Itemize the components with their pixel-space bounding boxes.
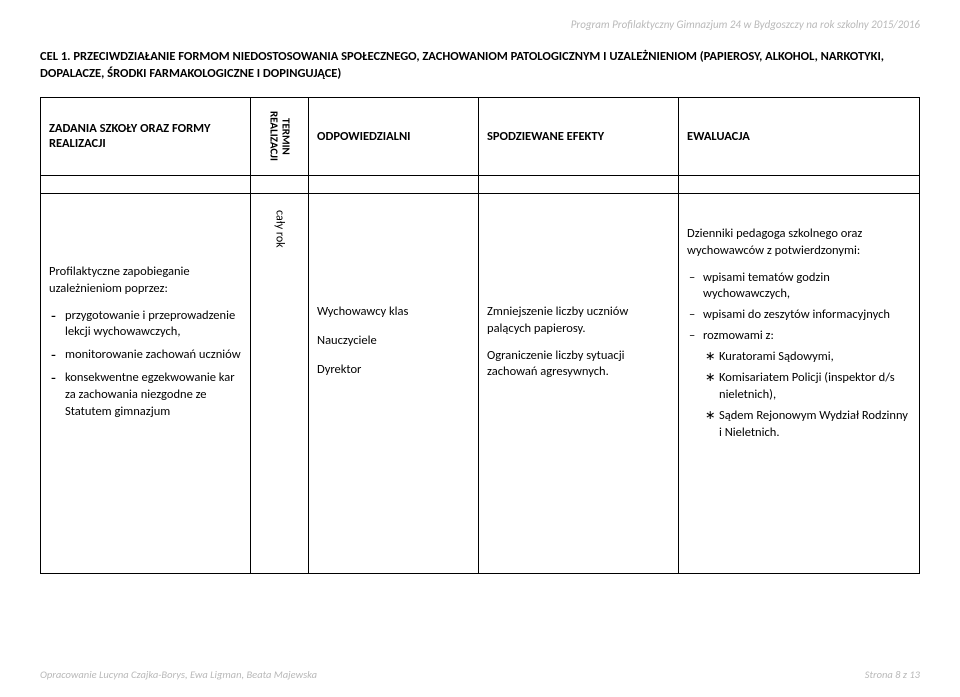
goal-heading: CEL 1. PRZECIWDZIAŁANIE FORMOM NIEDOSTOS… xyxy=(40,49,920,83)
responsible-item: Wychowawcy klas xyxy=(317,304,470,319)
responsible-item: Nauczyciele xyxy=(317,333,470,348)
list-item: rozmowami z: xyxy=(687,328,911,345)
list-item: Kuratorami Sądowymi, xyxy=(701,349,911,366)
tasks-intro: Profilaktyczne zapobieganie uzależnienio… xyxy=(49,264,242,298)
cell-responsible: Wychowawcy klas Nauczyciele Dyrektor xyxy=(309,193,479,573)
table-body-row: Profilaktyczne zapobieganie uzależnienio… xyxy=(41,193,920,573)
goal-text: PRZECIWDZIAŁANIE FORMOM NIEDOSTOSOWANIA … xyxy=(40,49,884,81)
cell-evaluation: Dzienniki pedagoga szkolnego oraz wychow… xyxy=(679,193,920,573)
responsible-item: Dyrektor xyxy=(317,362,470,377)
effect-item: Zmniejszenie liczby uczniów palących pap… xyxy=(487,304,670,338)
eval-endash-list: wpisami tematów godzin wychowawczych, wp… xyxy=(687,270,911,346)
tasks-list: przygotowanie i przeprowadzenie lekcji w… xyxy=(49,308,242,421)
list-item: wpisami do zeszytów informacyjnych xyxy=(687,307,911,324)
eval-ast-list: Kuratorami Sądowymi, Komisariatem Policj… xyxy=(687,349,911,441)
header-term: TERMIN REALIZACJI xyxy=(251,97,309,175)
main-table: ZADANIA SZKOŁY ORAZ FORMY REALIZACJI TER… xyxy=(40,97,920,574)
goal-label: CEL 1. xyxy=(40,49,71,64)
header-tasks: ZADANIA SZKOŁY ORAZ FORMY REALIZACJI xyxy=(41,97,251,175)
header-term-text: TERMIN REALIZACJI xyxy=(267,106,291,166)
list-item: przygotowanie i przeprowadzenie lekcji w… xyxy=(49,308,242,342)
effect-item: Ograniczenie liczby sytuacji zachowań ag… xyxy=(487,348,670,382)
footer-page: Strona 8 z 13 xyxy=(865,668,920,681)
eval-intro: Dzienniki pedagoga szkolnego oraz wychow… xyxy=(687,226,911,260)
list-item: monitorowanie zachowań uczniów xyxy=(49,347,242,364)
page-header: Program Profilaktyczny Gimnazjum 24 w By… xyxy=(40,18,920,31)
list-item: Sądem Rejonowym Wydział Rodzinny i Niele… xyxy=(701,408,911,442)
term-text: cały rok xyxy=(273,210,287,248)
cell-effects: Zmniejszenie liczby uczniów palących pap… xyxy=(479,193,679,573)
cell-term: cały rok xyxy=(251,193,309,573)
header-responsible: ODPOWIEDZIALNI xyxy=(309,97,479,175)
spacer-row xyxy=(41,175,920,193)
footer-authors: Opracowanie Lucyna Czajka-Borys, Ewa Lig… xyxy=(40,668,317,681)
table-header-row: ZADANIA SZKOŁY ORAZ FORMY REALIZACJI TER… xyxy=(41,97,920,175)
header-effects: SPODZIEWANE EFEKTY xyxy=(479,97,679,175)
page-footer: Opracowanie Lucyna Czajka-Borys, Ewa Lig… xyxy=(40,668,920,681)
header-evaluation: EWALUACJA xyxy=(679,97,920,175)
list-item: wpisami tematów godzin wychowawczych, xyxy=(687,270,911,304)
list-item: Komisariatem Policji (inspektor d/s niel… xyxy=(701,370,911,404)
cell-tasks: Profilaktyczne zapobieganie uzależnienio… xyxy=(41,193,251,573)
list-item: konsekwentne egzekwowanie kar za zachowa… xyxy=(49,370,242,421)
